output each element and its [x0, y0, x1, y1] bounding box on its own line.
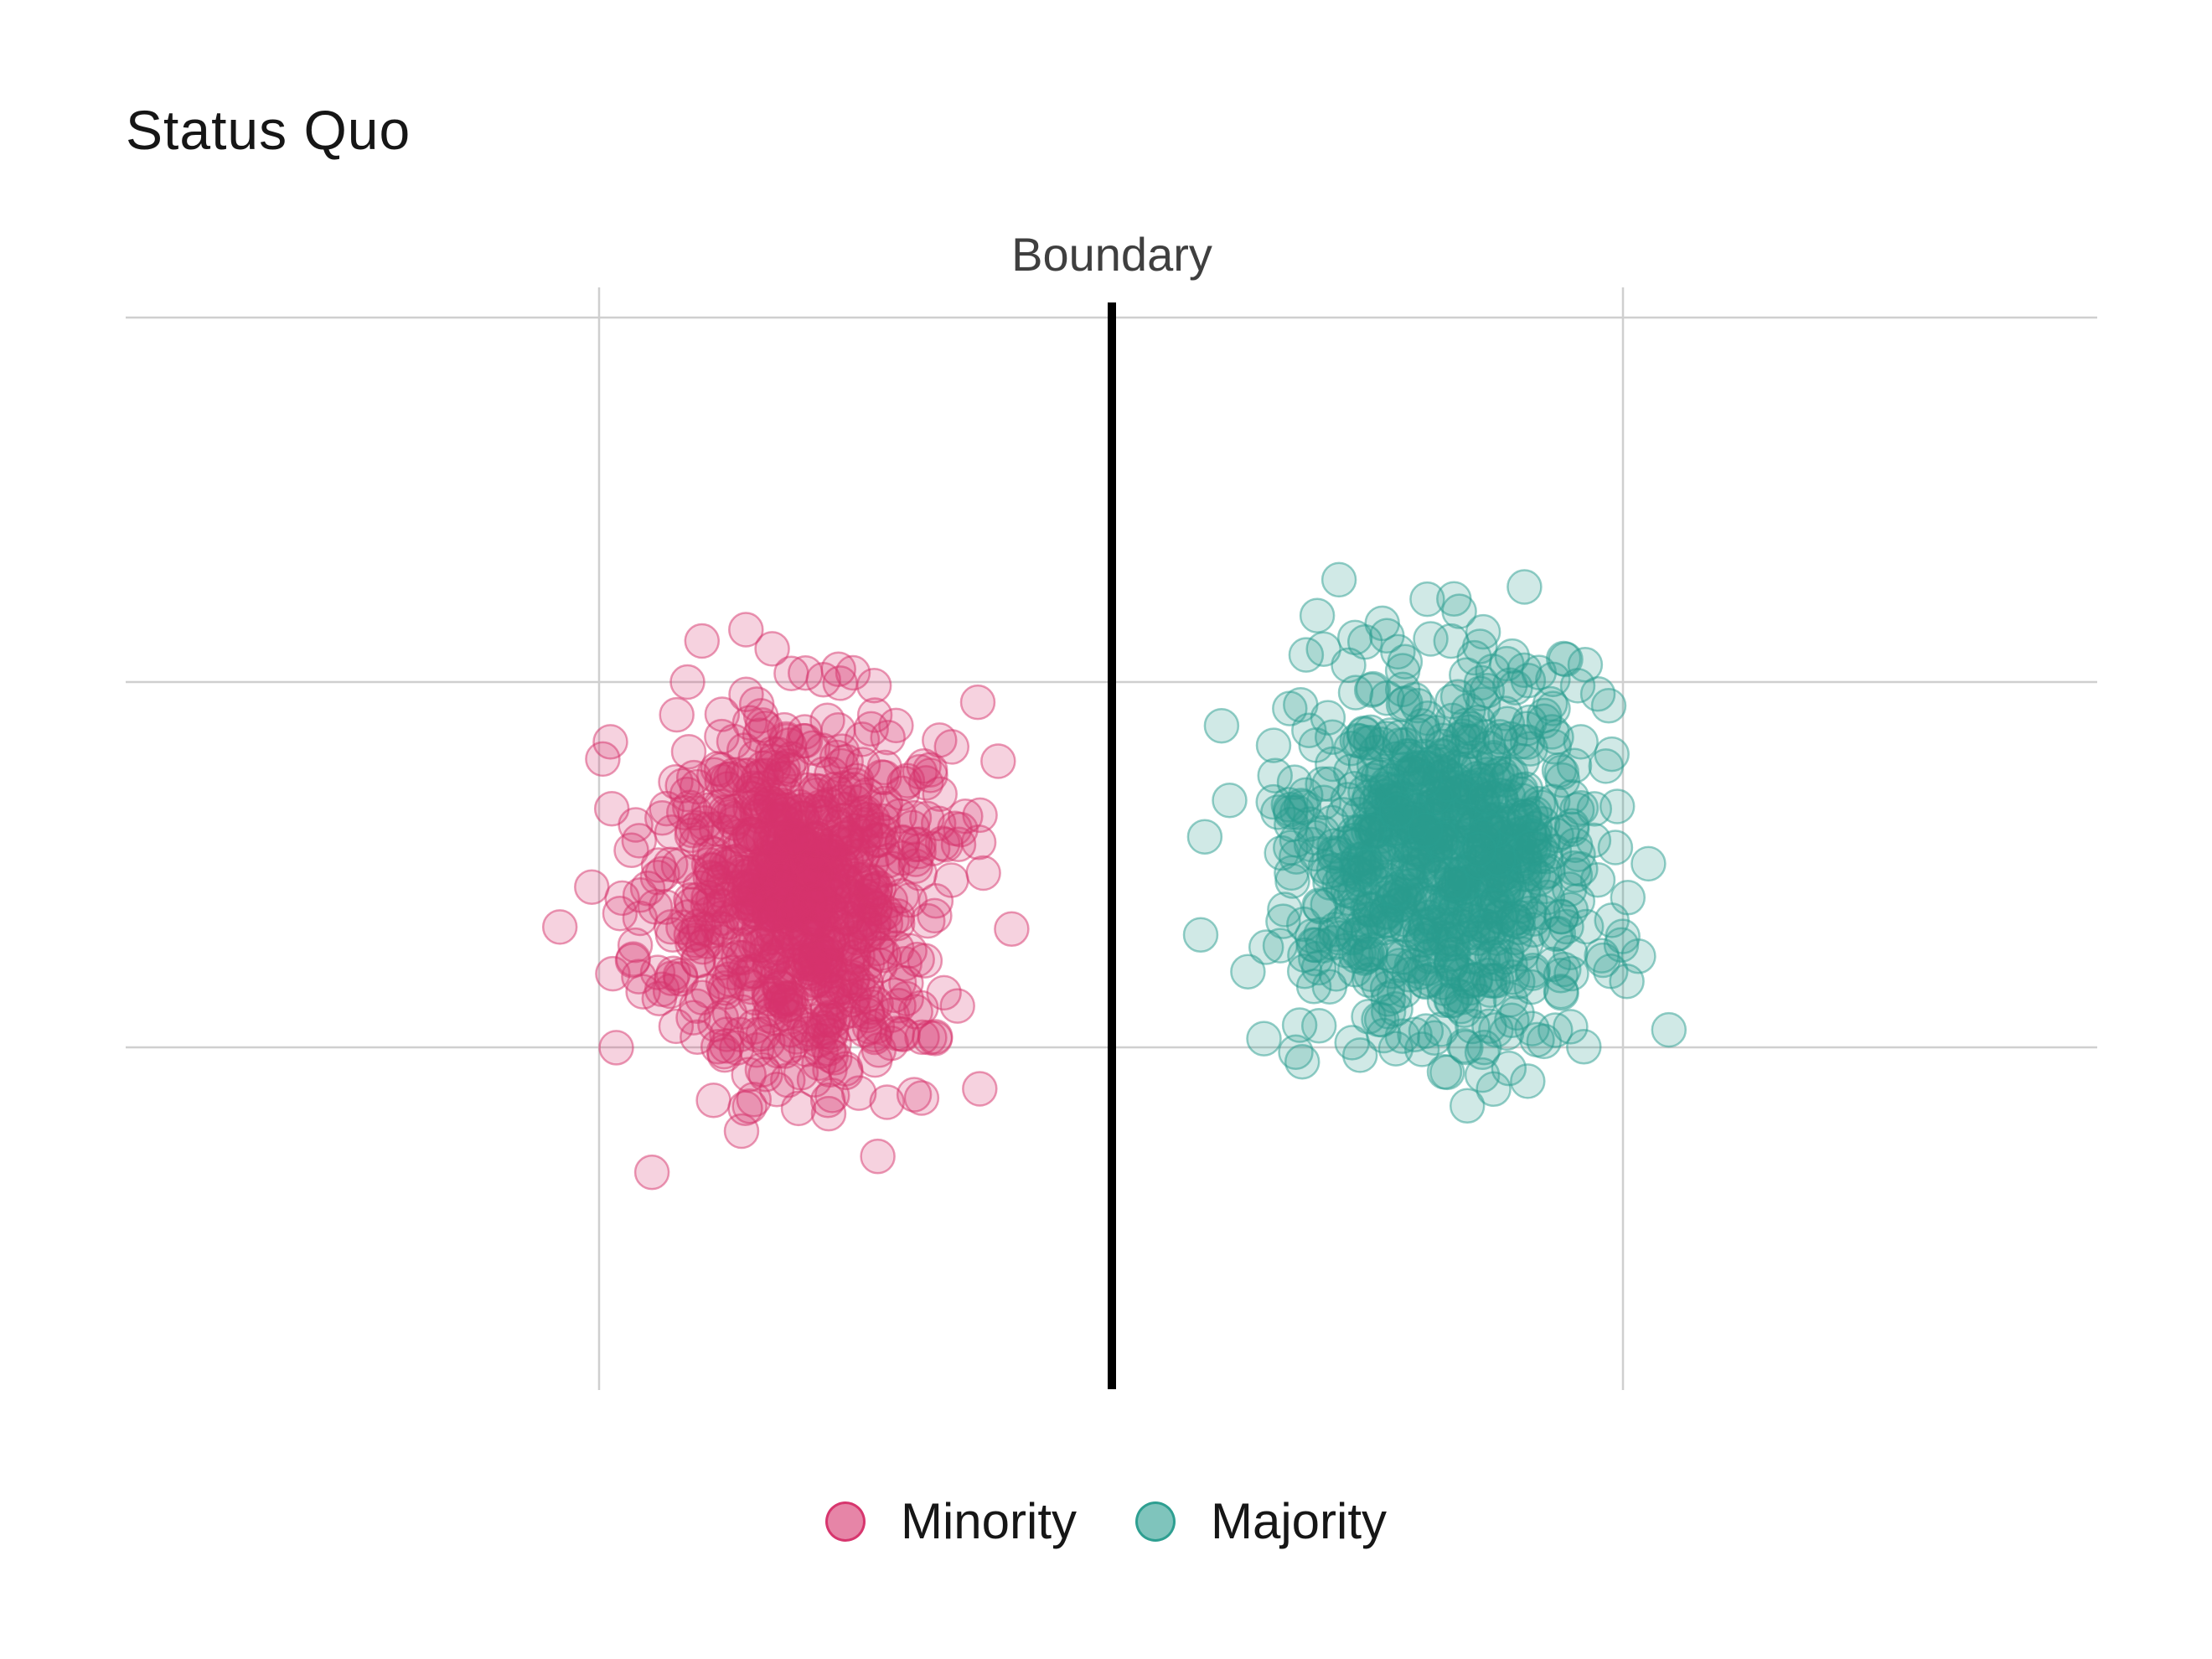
legend: Minority Majority	[0, 1496, 2212, 1547]
legend-swatch-minority-icon	[824, 1501, 866, 1542]
legend-item-minority: Minority	[824, 1493, 1077, 1549]
boundary-label: Boundary	[1011, 228, 1212, 281]
legend-item-majority: Majority	[1135, 1496, 1387, 1547]
legend-label-majority: Majority	[1211, 1493, 1388, 1549]
legend-swatch-majority-icon	[1135, 1501, 1176, 1542]
legend-label-minority: Minority	[900, 1493, 1077, 1549]
chart-title: Status Quo	[126, 99, 411, 161]
series-majority-points	[1182, 561, 1687, 1124]
series-minority-points	[541, 612, 1030, 1191]
